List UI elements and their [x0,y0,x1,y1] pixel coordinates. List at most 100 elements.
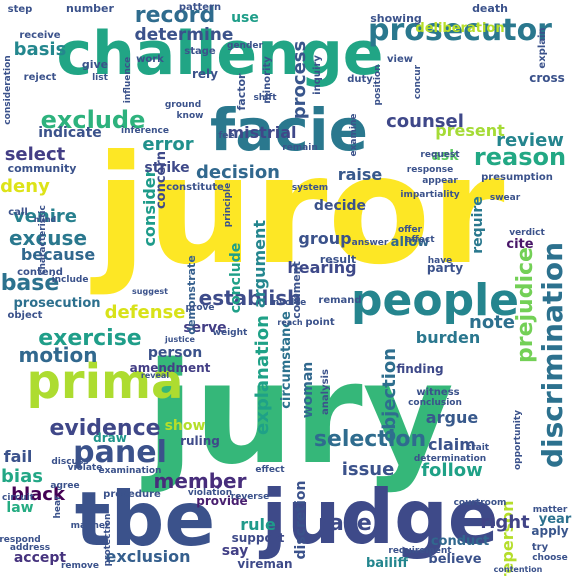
word-prima: prima [27,354,184,410]
word-conclude: conclude [228,243,244,313]
word-reject: reject [24,72,57,83]
word-amendment: amendment [130,361,211,375]
word-present: present [435,121,505,140]
word-inquiry: inquiry [312,55,323,95]
word-point: point [305,317,335,328]
word-tbe: tbe [75,475,215,563]
word-impartiality: impartiality [400,190,459,200]
word-bias: bias [1,466,43,487]
word-feel: feel [218,131,237,141]
word-work: work [136,54,164,65]
word-explain: explain [537,27,548,68]
word-strike: strike [144,160,189,176]
word-indicate: indicate [38,125,102,141]
word-reach: reach [277,318,303,327]
word-exclude: exclude [41,106,146,134]
word-stage: stage [184,46,216,57]
word-challenge: challenge [57,19,384,89]
word-know: know [177,111,204,121]
word-year: year [539,512,572,527]
word-motion: motion [19,343,98,367]
word-establish: establish [199,286,302,310]
word-hear: hear [53,495,63,519]
word-presumption: presumption [481,172,553,183]
word-pattern: pattern [179,2,221,13]
word-record: record [135,3,216,28]
word-selection: selection [314,427,426,452]
word-law: law [6,500,33,516]
word-fail: fail [4,447,33,466]
word-position: position [373,64,383,105]
word-conclusion: conclusion [408,398,462,408]
word-contention: contention [494,565,543,574]
word-witness: witness [416,387,459,398]
word-believe: believe [428,552,481,567]
word-agree: agree [50,481,79,491]
word-influence: influence [123,57,133,104]
word-decision: decision [196,162,280,183]
word-list: list [92,73,109,83]
word-reveal: reveal [141,371,169,380]
word-constitute: constitute [166,182,224,193]
word-contend: contend [17,267,63,278]
word-demonstrate: demonstrate [185,255,198,335]
word-woman: woman [300,362,316,419]
word-receive: receive [19,30,60,41]
word-showing: showing [370,12,422,25]
word-venire: venire [13,206,77,227]
word-deliberation: deliberation [415,21,504,36]
word-principle: principle [223,183,233,227]
word-protection: protection [103,514,113,567]
word-cite: cite [506,237,533,252]
word-follow: follow [421,460,483,481]
word-violation: violation [188,488,232,498]
word-require: require [470,196,486,254]
word-explanation: explanation [252,315,273,435]
word-consideration: consideration [3,55,13,124]
word-determine: determine [135,25,234,45]
word-include: include [52,275,89,285]
word-cross: cross [529,71,565,85]
word-shift: shift [253,93,277,103]
word-accept: accept [14,550,67,566]
word-affect: affect [405,235,435,245]
word-ground: ground [165,100,201,110]
word-prove: prove [185,303,214,313]
word-argument: argument [250,220,269,308]
word-ask: ask [431,148,459,164]
word-answer: answer [352,238,389,248]
word-reverse: reverse [231,492,269,502]
word-excuse: excuse [9,226,87,250]
word-remove: remove [61,561,99,571]
word-analysis: analysis [320,369,331,415]
word-result: result [320,253,356,266]
word-ruling: ruling [180,434,220,448]
word-object: object [8,310,43,321]
word-factor: factor [235,73,248,111]
word-error: error [142,134,193,155]
word-circumstance: circumstance [279,311,294,409]
word-call: call [8,207,28,218]
word-allow: allow [391,235,430,250]
word-conduct: conduct [431,534,489,549]
word-discretion: discretion [293,481,309,560]
word-apply: apply [531,524,568,538]
word-swear: swear [490,193,521,203]
word-respond: respond [0,535,41,545]
word-circuit: circuit [2,493,35,503]
word-panel: panel [73,435,167,470]
word-review: review [496,130,564,151]
word-death: death [472,2,508,15]
word-violate: violate [68,463,103,473]
word-jury: jury [141,333,454,496]
word-issue: issue [342,459,395,480]
word-rely: rely [192,67,218,81]
word-try: try [532,542,549,553]
word-system: system [292,183,328,193]
word-give: give [82,58,108,71]
word-facie: facie [210,96,368,164]
word-process: process [289,41,310,119]
word-determination: determination [414,454,486,464]
word-comment: comment [290,261,303,319]
